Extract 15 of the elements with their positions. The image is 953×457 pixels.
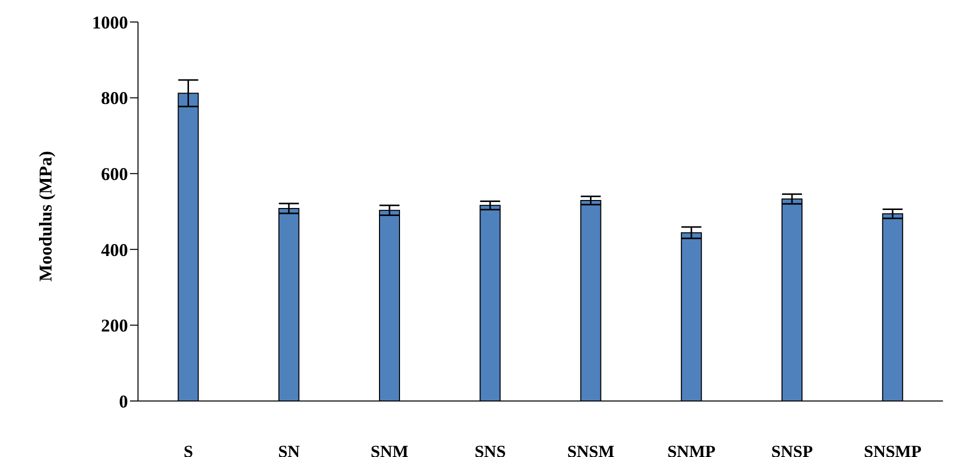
y-tick-label: 800 (101, 88, 128, 108)
y-tick-label: 1000 (92, 12, 128, 32)
x-tick-label: SNS (474, 442, 506, 457)
y-tick-label: 600 (101, 164, 128, 184)
y-tick-label: 400 (101, 240, 128, 260)
x-tick-label: SNSP (771, 442, 813, 457)
y-tick-label: 200 (101, 316, 128, 336)
x-tick-label: SNSMP (864, 442, 922, 457)
x-tick-label: SN (278, 442, 301, 457)
y-tick-label: 0 (119, 391, 128, 412)
x-tick-label: SNMP (667, 442, 716, 457)
y-axis-title: Moodulus (MPa) (35, 150, 56, 282)
x-tick-label: SNM (370, 442, 408, 457)
x-tick-label: S (184, 442, 194, 457)
x-tick-label: SNSM (567, 442, 614, 457)
